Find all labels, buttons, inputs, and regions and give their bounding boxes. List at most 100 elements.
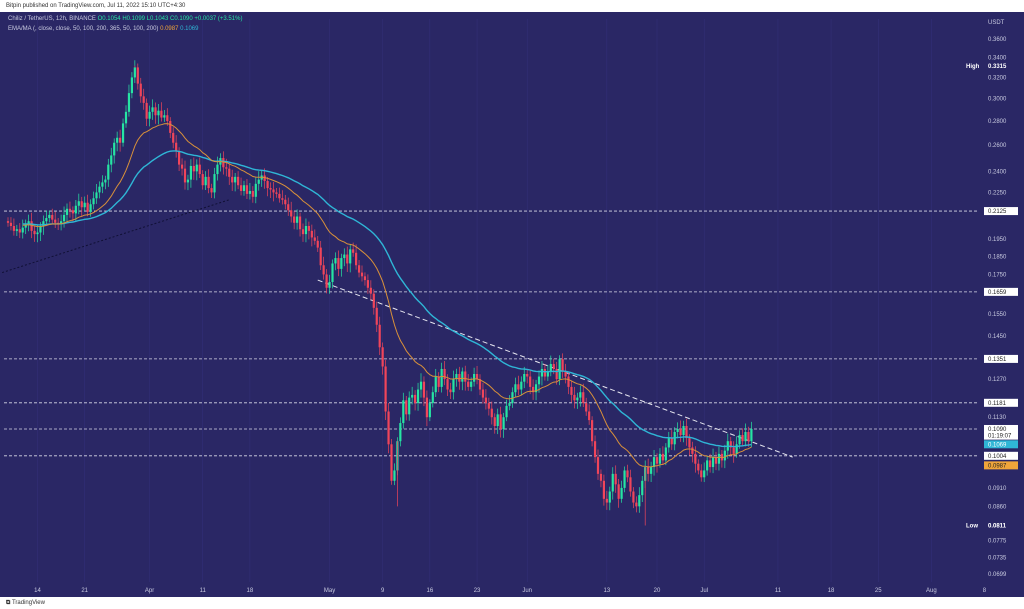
candle-body-87 [263,175,266,182]
y-tick-label-9: 0.1950 [988,237,1007,243]
published-text: Bitpin published on TradingView.com, Jul… [6,3,186,9]
candle-body-241 [717,453,721,464]
candle-body-93 [281,198,284,200]
price-label-bg-5 [984,424,1018,433]
candle-body-73 [222,158,225,168]
candle-body-229 [682,426,685,436]
candle-body-43 [133,67,136,78]
trendlines [1,199,793,458]
candle-body-180 [537,376,541,385]
candle-body-77 [234,176,237,183]
candle-body-92 [278,193,281,199]
candle-body-163 [487,403,490,409]
chart-area[interactable]: USDT 0.3600 0.3400 0.3200 0.3000 0.2800 0.2600… [0,12,1024,597]
candle-body-165 [493,417,496,427]
candle-body-21 [68,208,72,211]
candle-body-3 [15,229,18,231]
candle-body-48 [148,111,151,119]
candle-body-13 [45,218,48,222]
candle-body-7 [27,221,30,225]
candle-body-45 [139,83,142,97]
candle-body-5 [21,227,24,233]
candle-body-63 [192,165,195,172]
candle-body-138 [414,394,417,404]
candle-body-137 [411,394,414,398]
candle-body-28 [89,204,92,212]
candle-body-213 [635,502,638,507]
candle-body-105 [316,240,319,248]
candle-body-0 [6,221,10,223]
price-label-1: 0.2125 [988,209,1007,215]
grid-layer [37,19,985,582]
candle-body-187 [558,359,561,380]
candle-body-198 [591,420,594,442]
price-chart[interactable]: USDT 0.3600 0.3400 0.3200 0.3000 0.2800 0.2600… [0,12,1024,597]
candle-body-228 [679,428,682,436]
candle-body-71 [216,164,219,175]
candle-body-20 [65,208,69,215]
candle-body-200 [596,457,600,474]
candle-body-214 [638,495,641,507]
candle-body-130 [390,444,393,481]
candle-body-32 [101,182,104,187]
candle-body-166 [496,414,499,427]
price-label-bg-6 [984,431,1018,440]
candle-body-11 [39,226,42,233]
candle-body-201 [599,473,603,481]
candle-body-194 [579,392,582,398]
candle-body-111 [334,258,337,264]
candle-body-164 [490,408,493,418]
candle-body-53 [163,115,166,118]
candle-body-168 [502,417,505,429]
candle-body-182 [543,368,546,377]
candle-body-147 [440,368,443,387]
candle-body-179 [534,384,538,393]
x-tick-label-3: 11 [200,588,207,594]
candle-body-125 [375,307,378,325]
candle-body-135 [405,400,408,415]
price-label-7: 0.1069 [988,442,1007,448]
candle-body-204 [608,491,611,503]
candle-body-205 [611,473,614,492]
candle-body-101 [304,226,308,235]
candle-body-65 [198,164,201,175]
y-axis: USDT 0.3600 0.3400 0.3200 0.3000 0.2800 0.2600… [980,12,1024,597]
candle-body-177 [529,376,532,387]
candle-body-94 [284,199,287,205]
x-tick-label-10: 13 [604,588,611,594]
candle-body-107 [322,265,325,275]
candle-body-113 [340,258,343,269]
candle-body-109 [328,281,331,288]
y-tick-label-4: 0.2800 [988,119,1007,125]
candle-body-157 [470,381,473,387]
candle-body-252 [750,428,753,442]
candle-body-134 [402,400,405,424]
candle-body-150 [449,389,452,393]
candle-body-159 [475,373,479,380]
candle-body-235 [700,470,703,478]
candle-body-104 [313,237,316,241]
candle-body-171 [511,392,514,404]
legend-symbol-row: Chiliz / TetherUS, 12h, BINANCE O0.1054 … [8,16,242,22]
price-label-bg-3 [984,354,1018,363]
y-tick-label-6: 0.2400 [988,169,1007,175]
candle-body-209 [623,470,626,488]
candle-body-15 [51,214,54,220]
candle-body-47 [145,102,148,119]
price-label-bg-7 [984,440,1018,449]
y-tick-label-5: 0.2600 [988,143,1007,149]
price-label-10: 0.0811 [988,523,1007,529]
candle-body-108 [325,274,328,288]
ohlc-low: L0.1043 [146,16,169,22]
candle-body-112 [337,258,340,269]
candle-body-178 [532,386,535,393]
candle-body-129 [387,411,390,445]
candle-body-98 [296,216,299,223]
candle-body-79 [239,185,243,191]
candle-body-154 [461,371,464,382]
candle-body-12 [42,221,45,227]
y-tick-label-10: 0.1850 [988,254,1007,260]
price-labels: 0.3315 High 0.2125 0.1659 0.1351 0.1181 0.1090… [966,64,1018,529]
candle-body-35 [110,155,113,165]
candle-body-151 [452,379,455,393]
